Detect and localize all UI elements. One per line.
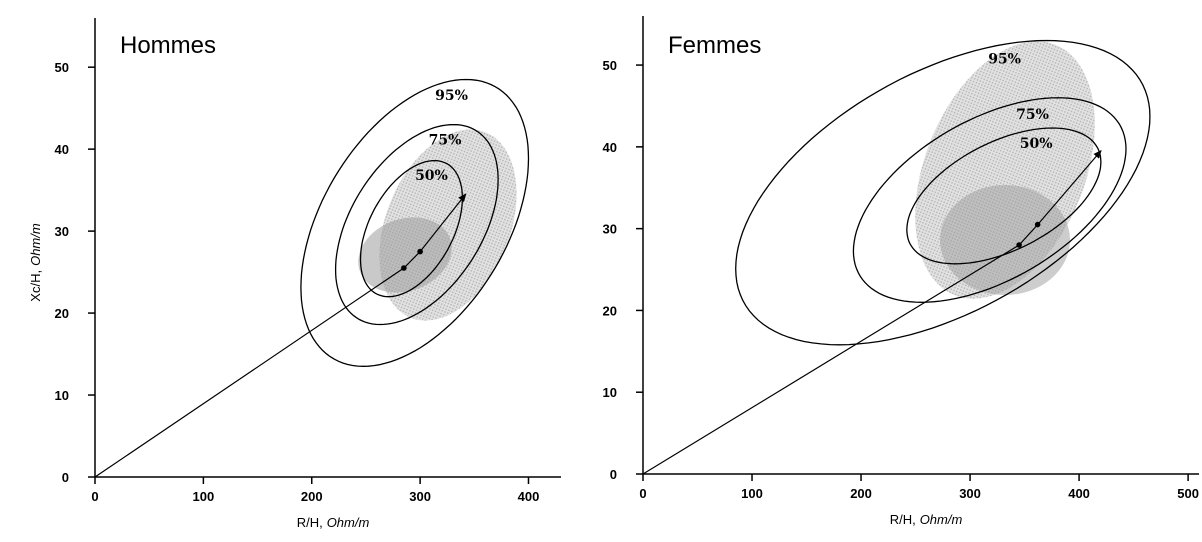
tolerance-ellipse bbox=[334, 123, 499, 326]
tolerance-ellipse bbox=[359, 159, 464, 298]
panel-title: Hommes bbox=[120, 32, 216, 59]
ellipse-label: 50% bbox=[415, 168, 448, 184]
vector-point bbox=[417, 248, 423, 255]
y-tick-label: 40 bbox=[603, 140, 617, 155]
y-tick-label: 20 bbox=[55, 306, 69, 321]
ellipse-label: 95% bbox=[435, 88, 468, 104]
x-tick-label: 200 bbox=[301, 489, 323, 504]
y-tick-label: 50 bbox=[603, 58, 617, 73]
y-tick-label: 10 bbox=[603, 385, 617, 400]
x-tick-label: 300 bbox=[409, 489, 431, 504]
x-tick-label: 100 bbox=[193, 489, 215, 504]
y-label-text: Xc/H, bbox=[28, 270, 43, 302]
tolerance-ellipse bbox=[735, 39, 1151, 346]
y-tick-label: 30 bbox=[603, 222, 617, 237]
vector-line bbox=[94, 193, 467, 478]
panel-title: Femmes bbox=[668, 32, 761, 59]
y-tick-label: 0 bbox=[610, 467, 617, 482]
vector-point bbox=[401, 265, 407, 271]
x-tick-label: 500 bbox=[1177, 486, 1199, 501]
ellipse-label: 75% bbox=[429, 132, 462, 148]
x-tick-label: 100 bbox=[741, 486, 763, 501]
x-tick-label: 300 bbox=[959, 486, 981, 501]
y-tick-label: 30 bbox=[55, 224, 69, 239]
ellipse-label: 50% bbox=[1020, 136, 1053, 152]
ellipse-label: 75% bbox=[1016, 107, 1049, 123]
tolerance-ellipse bbox=[852, 97, 1127, 303]
x-tick-label: 400 bbox=[518, 489, 540, 504]
tolerance-ellipse bbox=[906, 127, 1102, 265]
x-axis-label: R/H, Ohm/m bbox=[297, 515, 370, 530]
x-label-unit: Ohm/m bbox=[920, 512, 963, 527]
y-tick-label: 20 bbox=[603, 303, 617, 318]
x-axis-label: R/H, Ohm/m bbox=[890, 512, 963, 527]
vector-point bbox=[1016, 242, 1022, 248]
y-tick-label: 10 bbox=[55, 388, 69, 403]
vector-point bbox=[1034, 221, 1041, 228]
tolerance-ellipse bbox=[300, 78, 530, 367]
vector-line bbox=[642, 149, 1102, 475]
x-tick-label: 200 bbox=[850, 486, 872, 501]
x-tick-label: 400 bbox=[1068, 486, 1090, 501]
x-tick-label: 0 bbox=[639, 486, 646, 501]
x-label-text: R/H, bbox=[297, 515, 323, 530]
x-label-text: R/H, bbox=[890, 512, 916, 527]
y-axis-label: Xc/H, Ohm/m bbox=[28, 223, 43, 302]
y-label-unit: Ohm/m bbox=[28, 223, 43, 266]
shading-women bbox=[915, 41, 1095, 299]
x-tick-label: 0 bbox=[91, 489, 98, 504]
ellipse-label: 95% bbox=[988, 51, 1021, 67]
y-tick-label: 50 bbox=[55, 60, 69, 75]
x-label-unit: Ohm/m bbox=[327, 515, 370, 530]
shading-men bbox=[358, 129, 517, 321]
y-tick-label: 0 bbox=[62, 470, 69, 485]
y-tick-label: 40 bbox=[55, 142, 69, 157]
